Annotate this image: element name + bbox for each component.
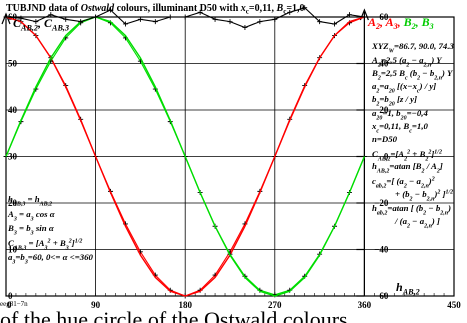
right-legend-line: XYZW=86.7, 90.0, 74.3	[371, 41, 455, 55]
series-point-C_AB,2	[137, 16, 143, 22]
left-y-tick-label: 20	[8, 198, 18, 208]
right-legend-line: + (b2 − b2,n)2 ]1/2	[395, 189, 453, 203]
right-y-tick-label: 0	[384, 152, 389, 162]
right-legend-line: A2=2,5 (a2 − a2,n) Y	[371, 55, 443, 69]
series-point-C_AB,2	[48, 12, 54, 18]
series-line-A_3	[5, 16, 365, 297]
x-tick-label: 0	[7, 300, 12, 310]
series-point-C_AB,2	[227, 19, 233, 25]
series-point-C_AB,2	[152, 19, 158, 25]
right-legend-line: CAB,2=[A22 + B22]1/2	[372, 149, 442, 163]
series-point-C_AB,2	[346, 12, 352, 18]
x-tick-label: 90	[91, 300, 101, 310]
left-legend-line: CAB,3 = [A32 + B32]1/2	[8, 238, 82, 252]
right-legend-line: B2=2,5 Bc (b2 − b2,n) Y	[371, 68, 454, 82]
left-y-tick-label: 0	[8, 291, 13, 301]
chart-title: TUBJND data of Ostwald colours, illumina…	[6, 3, 305, 16]
right-legend-line: a20=1, b20=−0,4	[372, 108, 429, 122]
x-tick-label: 180	[178, 300, 192, 310]
left-legend-line: hAB,3 = hAB,2	[8, 194, 52, 208]
series-point-C_AB,2	[33, 19, 39, 25]
x-tick-label: 450	[447, 300, 461, 310]
series-point-C_AB,2	[212, 16, 218, 22]
right-y-tick-label: −60	[374, 291, 389, 301]
series-point-C_AB,2	[257, 19, 263, 25]
series-point-C_AB,2	[332, 21, 338, 27]
left-y-tick-label: 50	[8, 59, 18, 69]
x-tick-label: 270	[268, 300, 282, 310]
left-axis-label: CAB,2, CAB,3	[13, 16, 69, 33]
series-point-C_AB,2	[272, 16, 278, 22]
left-y-tick-label: 30	[8, 152, 18, 162]
right-legend-line: xc=0,11, Bc=1,0	[371, 121, 429, 135]
series-point-C_AB,2	[108, 7, 114, 13]
series-point-C_AB,2	[287, 9, 293, 15]
left-axis-arrow	[1, 12, 11, 25]
right-legend-line: / (a2 − a2,n) ]	[394, 216, 440, 230]
left-legend-line: a3=b3=60, 0<= α <=360	[8, 252, 94, 266]
right-legend-line: hAB,2=atan [B2 / A2]	[372, 161, 443, 175]
tick-labels: 0 90 180 270 360 45060504030201006040200−20−4…	[7, 12, 461, 310]
series-point-C_AB,2	[63, 16, 69, 22]
right-legend-line: a2=a20 [(x−xc) / y]	[372, 81, 436, 95]
series-layer	[3, 5, 367, 299]
labels-layer: TUBJND data of Ostwald colours, illumina…	[0, 3, 455, 308]
right-legend-line: hab,2=atan [ (b2 − b2,n)	[372, 203, 451, 217]
left-y-tick-label: 10	[8, 245, 18, 255]
left-y-tick-label: 40	[8, 105, 18, 115]
left-legend-line: A3 = a3 cos α	[7, 209, 55, 223]
series-point-C_AB,2	[78, 19, 84, 25]
series-point-C_AB,2	[302, 5, 308, 11]
footnote: eeg81−7n	[0, 300, 28, 308]
right-y-tick-label: 20	[379, 105, 389, 115]
x-tick-label: 360	[358, 300, 372, 310]
chart-canvas: 0 90 180 270 360 45060504030201006040200−20−4…	[0, 3, 462, 310]
right-legend-line: cab,2=[ (a2 − a2,n)2	[372, 176, 435, 190]
right-legend-line: n=D50	[372, 134, 398, 144]
right-axis-label: A2, A3, B2, B3	[367, 15, 434, 31]
left-legend-line: B3 = b3 sin α	[7, 223, 54, 237]
right-y-tick-label: −40	[374, 245, 389, 255]
right-y-tick-label: −20	[374, 198, 389, 208]
series-point-C_AB,2	[242, 24, 248, 30]
right-legend-line: b2=b20 [z / y]	[372, 94, 417, 108]
series-point-C_AB,2	[317, 19, 323, 25]
x-axis-label: hAB,2	[396, 280, 420, 297]
right-y-tick-label: 40	[379, 59, 389, 69]
right-y-tick-label: 60	[379, 12, 389, 22]
series-point-C_AB,2	[18, 15, 24, 21]
footer-text: of the hue circle of the Ostwald colours	[0, 309, 348, 323]
series-line-B_3	[5, 16, 366, 297]
series-point-C_AB,2	[197, 9, 203, 15]
series-point-C_AB,2	[122, 21, 128, 27]
